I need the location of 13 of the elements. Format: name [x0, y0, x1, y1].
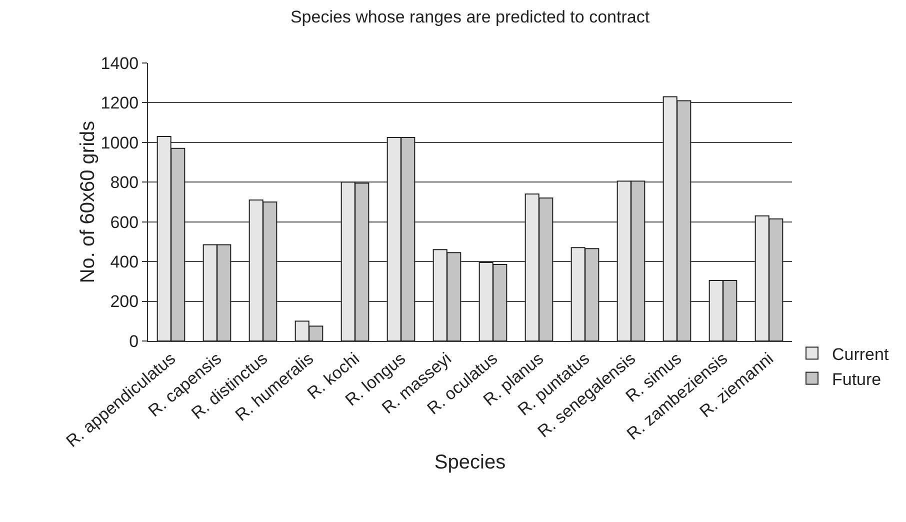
- y-tick-label: 400: [110, 252, 139, 272]
- y-tick-label: 0: [129, 332, 139, 351]
- chart-title: Species whose ranges are predicted to contract: [290, 7, 650, 26]
- y-tick-label: 600: [110, 212, 139, 232]
- legend-label: Future: [832, 370, 882, 389]
- legend-label: Current: [832, 344, 889, 364]
- y-tick-label: 1400: [100, 54, 139, 73]
- y-tick-label: 1000: [100, 133, 139, 152]
- y-tick-label: 800: [110, 173, 139, 192]
- y-tick-label: 1200: [100, 94, 139, 113]
- y-axis-title: No. of 60x60 grids: [76, 120, 99, 284]
- x-axis-title: Species: [434, 451, 506, 474]
- y-tick-label: 200: [110, 292, 139, 312]
